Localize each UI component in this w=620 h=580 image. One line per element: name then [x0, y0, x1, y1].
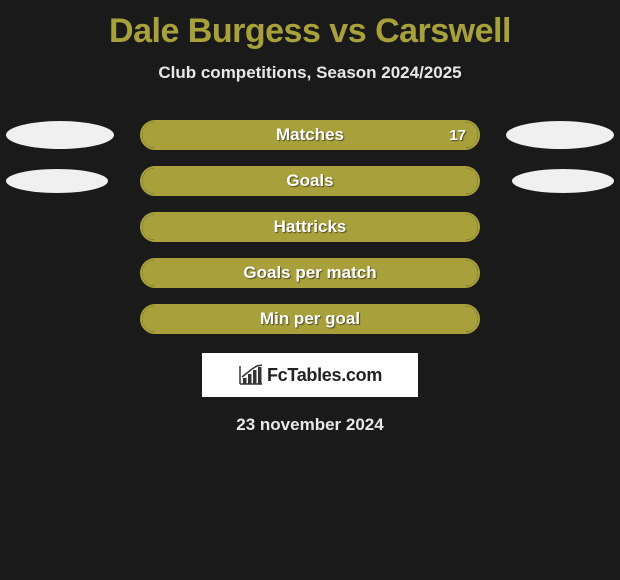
- stat-row-hattricks: Hattricks: [0, 211, 620, 243]
- bar-label-gpm: Goals per match: [243, 263, 376, 283]
- bar-label-goals: Goals: [286, 171, 333, 191]
- bar-matches: Matches 17: [140, 120, 480, 150]
- ellipse-left-goals: [6, 169, 108, 193]
- logo-text: FcTables.com: [267, 365, 382, 386]
- date-text: 23 november 2024: [0, 415, 620, 435]
- ellipse-right-matches: [506, 121, 614, 149]
- ellipse-right-goals: [512, 169, 614, 193]
- bar-value-matches: 17: [449, 127, 466, 144]
- stat-row-mpg: Min per goal: [0, 303, 620, 335]
- stat-row-goals: Goals: [0, 165, 620, 197]
- bar-goals: Goals: [140, 166, 480, 196]
- bar-label-hattricks: Hattricks: [274, 217, 347, 237]
- chart-icon: [238, 364, 264, 386]
- stats-container: Matches 17 Goals Hattricks Goals per mat…: [0, 119, 620, 335]
- bar-hattricks: Hattricks: [140, 212, 480, 242]
- bar-label-mpg: Min per goal: [260, 309, 360, 329]
- bar-gpm: Goals per match: [140, 258, 480, 288]
- stat-row-gpm: Goals per match: [0, 257, 620, 289]
- stat-row-matches: Matches 17: [0, 119, 620, 151]
- subtitle: Club competitions, Season 2024/2025: [0, 63, 620, 83]
- logo-box: FcTables.com: [202, 353, 418, 397]
- ellipse-left-matches: [6, 121, 114, 149]
- page-title: Dale Burgess vs Carswell: [0, 0, 620, 51]
- bar-label-matches: Matches: [276, 125, 344, 145]
- bar-mpg: Min per goal: [140, 304, 480, 334]
